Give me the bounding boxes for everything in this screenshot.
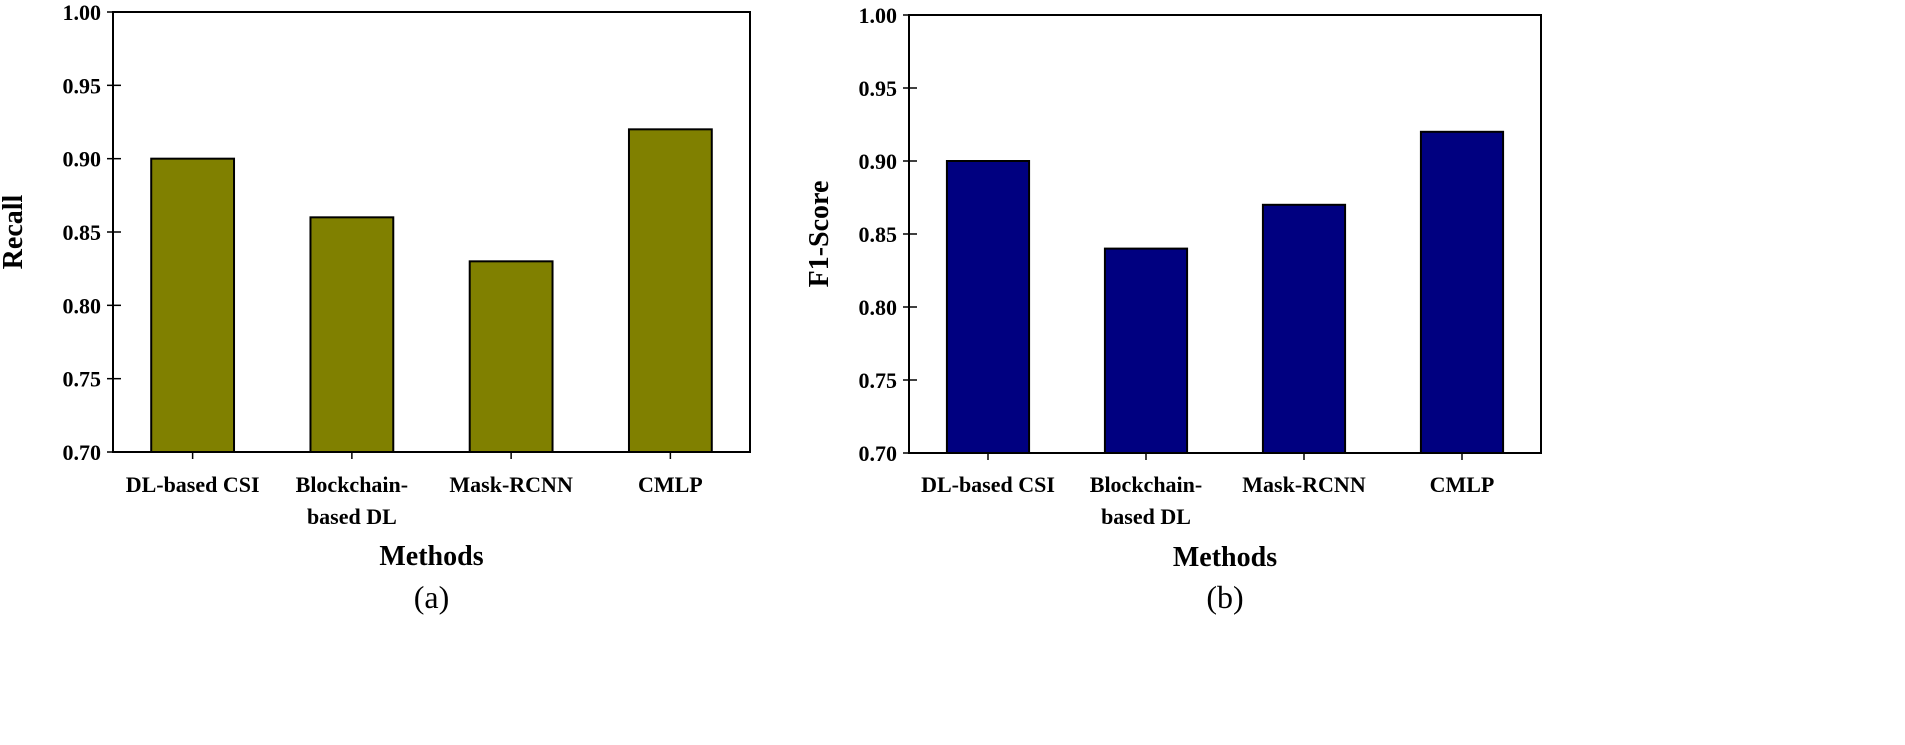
bar-0 — [945, 160, 1031, 454]
bar-2 — [468, 260, 554, 454]
x-axis-label: Methods — [379, 541, 483, 572]
y-axis-label: Recall — [0, 194, 29, 269]
x-axis-label: Methods — [1173, 542, 1277, 573]
y-tick-label: 0.75 — [63, 367, 102, 392]
chart-panel-b: 0.70 0.75 0.80 0.85 0.90 0.95 1.00 DL-based CSI… — [804, 3, 1542, 615]
y-tick-label: 0.70 — [859, 441, 898, 466]
x-tick-label: Blockchain- — [1090, 472, 1202, 497]
x-tick-label: Blockchain- — [296, 472, 408, 497]
y-tick-label: 0.75 — [859, 368, 898, 393]
bar-0 — [150, 157, 236, 454]
y-tick-label: 1.00 — [859, 3, 898, 28]
y-axis-label: F1-Score — [804, 181, 835, 288]
bar-3 — [627, 128, 713, 453]
y-tick-label: 0.85 — [63, 220, 102, 245]
chart-panel-a: 0.70 0.75 0.80 0.85 0.90 0.95 1.00 DL-based CSI… — [0, 0, 751, 615]
x-tick-label: DL-based CSI — [126, 472, 260, 497]
x-tick-label: DL-based CSI — [921, 472, 1055, 497]
x-tick-label: CMLP — [638, 472, 703, 497]
x-tick-label: based DL — [1101, 504, 1191, 529]
bar-1 — [1103, 247, 1189, 454]
bar-2 — [1261, 203, 1347, 454]
bar-1 — [309, 216, 395, 453]
y-tick-label: 0.70 — [63, 440, 102, 465]
y-tick-label: 0.90 — [859, 149, 898, 174]
bar-3 — [1419, 130, 1505, 455]
x-tick-label: CMLP — [1430, 472, 1495, 497]
y-tick-label: 1.00 — [63, 0, 102, 25]
y-tick-label: 0.95 — [63, 73, 102, 98]
x-tick-label: based DL — [307, 504, 397, 529]
y-tick-label: 0.95 — [859, 76, 898, 101]
y-tick-label: 0.80 — [859, 295, 898, 320]
y-tick-label: 0.90 — [63, 147, 102, 172]
y-tick-label: 0.80 — [63, 293, 102, 318]
panel-label: (b) — [1206, 579, 1243, 615]
panel-label: (a) — [414, 579, 450, 615]
x-tick-label: Mask-RCNN — [1242, 472, 1366, 497]
y-tick-label: 0.85 — [859, 222, 898, 247]
x-tick-label: Mask-RCNN — [449, 472, 573, 497]
